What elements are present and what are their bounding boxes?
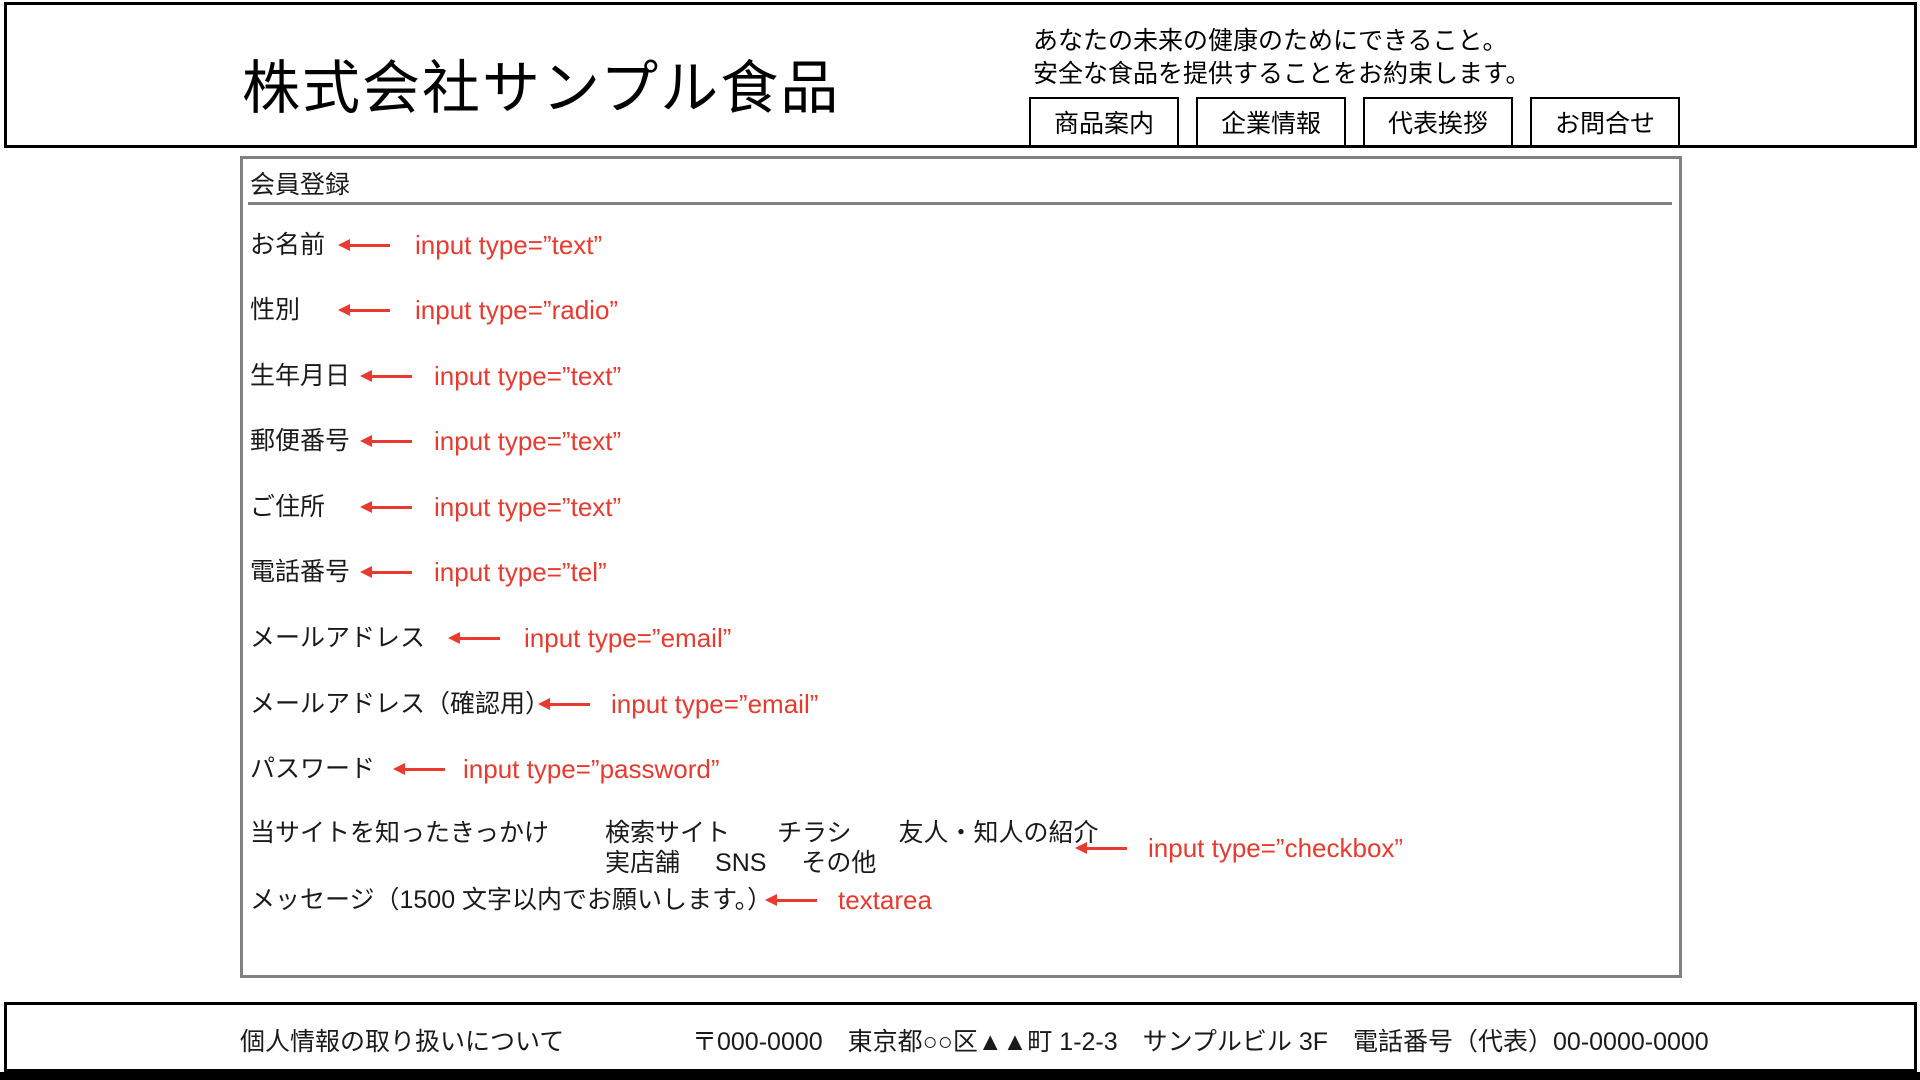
- main-nav: 商品案内 企業情報 代表挨拶 お問合せ: [1029, 97, 1680, 145]
- field-label-email: メールアドレス: [250, 624, 426, 652]
- form-row-address: ご住所 input type=”text”: [243, 492, 1679, 522]
- annotation-textarea: textarea: [838, 885, 932, 915]
- annotation-input-text: input type=”text”: [434, 492, 622, 522]
- annotation-input-email: input type=”email”: [524, 623, 732, 653]
- annotation-input-password: input type=”password”: [463, 754, 720, 784]
- form-row-password: パスワード input type=”password”: [243, 754, 1679, 784]
- option-friend-referral: 友人・知人の紹介: [898, 819, 1099, 847]
- header-tagline: あなたの未来の健康のためにできること。 安全な食品を提供することをお約束します。: [1033, 25, 1531, 91]
- nav-button-company-info[interactable]: 企業情報: [1196, 97, 1346, 145]
- form-row-postal-code: 郵便番号 input type=”text”: [243, 426, 1679, 456]
- annotation-input-email: input type=”email”: [611, 689, 819, 719]
- referral-options-line-2: 実店舗 SNS その他: [605, 848, 1099, 878]
- field-label-email-confirm: メールアドレス（確認用）: [250, 690, 551, 718]
- form-row-email: メールアドレス input type=”email”: [243, 623, 1679, 653]
- footer: 個人情報の取り扱いについて 〒000-0000 東京都○○区▲▲町 1-2-3 …: [4, 1002, 1917, 1072]
- field-label-phone: 電話番号: [250, 558, 351, 586]
- field-label-name: お名前: [250, 231, 326, 259]
- left-arrow-icon: [360, 501, 412, 514]
- option-sns: SNS: [715, 849, 767, 877]
- registration-form-panel: 会員登録 お名前 input type=”text” 性別 input type…: [240, 156, 1682, 978]
- form-row-gender: 性別 input type=”radio”: [243, 295, 1679, 325]
- left-arrow-icon: [360, 435, 412, 448]
- company-logo-text: 株式会社サンプル食品: [242, 56, 841, 121]
- left-arrow-icon: [338, 239, 390, 252]
- field-label-gender: 性別: [250, 296, 301, 324]
- tagline-line-2: 安全な食品を提供することをお約束します。: [1033, 60, 1531, 88]
- field-label-referral-source: 当サイトを知ったきっかけ: [250, 819, 550, 847]
- annotation-input-checkbox: input type=”checkbox”: [1148, 833, 1404, 863]
- form-row-email-confirm: メールアドレス（確認用） input type=”email”: [243, 689, 1679, 719]
- nav-button-contact[interactable]: お問合せ: [1530, 97, 1680, 145]
- option-search-site: 検索サイト: [605, 819, 731, 847]
- privacy-policy-link[interactable]: 個人情報の取り扱いについて: [240, 1028, 565, 1056]
- left-arrow-icon: [448, 632, 500, 645]
- referral-options: 検索サイト チラシ 友人・知人の紹介 実店舗 SNS その他: [605, 818, 1099, 878]
- header: 株式会社サンプル食品 あなたの未来の健康のためにできること。 安全な食品を提供す…: [4, 2, 1917, 148]
- field-label-postal-code: 郵便番号: [250, 427, 351, 455]
- field-label-address: ご住所: [250, 493, 326, 521]
- annotation-input-text: input type=”text”: [415, 230, 603, 260]
- form-row-phone: 電話番号 input type=”tel”: [243, 557, 1679, 587]
- annotation-input-text: input type=”text”: [434, 426, 622, 456]
- referral-options-line-1: 検索サイト チラシ 友人・知人の紹介: [605, 818, 1099, 848]
- tagline-line-1: あなたの未来の健康のためにできること。: [1033, 27, 1508, 55]
- form-row-name: お名前 input type=”text”: [243, 230, 1679, 260]
- title-divider: [248, 202, 1672, 205]
- nav-button-products[interactable]: 商品案内: [1029, 97, 1179, 145]
- option-other: その他: [801, 849, 877, 877]
- left-arrow-icon: [393, 763, 445, 776]
- option-flyer: チラシ: [777, 819, 852, 847]
- left-arrow-icon: [765, 894, 817, 907]
- left-arrow-icon: [360, 370, 412, 383]
- left-arrow-icon: [538, 698, 590, 711]
- nav-button-greeting[interactable]: 代表挨拶: [1363, 97, 1513, 145]
- footer-address: 〒000-0000 東京都○○区▲▲町 1-2-3 サンプルビル 3F 電話番号…: [692, 1028, 1709, 1056]
- bottom-edge-bar: [0, 1072, 1920, 1080]
- left-arrow-icon: [360, 566, 412, 579]
- field-label-message: メッセージ（1500 文字以内でお願いします。）: [250, 886, 773, 914]
- left-arrow-icon: [338, 304, 390, 317]
- option-physical-store: 実店舗: [605, 849, 681, 877]
- annotation-input-radio: input type=”radio”: [415, 295, 619, 325]
- annotation-input-tel: input type=”tel”: [434, 557, 607, 587]
- field-label-password: パスワード: [250, 755, 376, 783]
- field-label-birthdate: 生年月日: [250, 362, 351, 390]
- form-row-birthdate: 生年月日 input type=”text”: [243, 361, 1679, 391]
- left-arrow-icon: [1075, 842, 1127, 855]
- form-title: 会員登録: [250, 171, 351, 199]
- form-row-referral-source: 当サイトを知ったきっかけ 検索サイト チラシ 友人・知人の紹介 実店舗 SNS …: [243, 818, 1679, 878]
- form-row-message: メッセージ（1500 文字以内でお願いします。） textarea: [243, 885, 1679, 915]
- annotation-input-text: input type=”text”: [434, 361, 622, 391]
